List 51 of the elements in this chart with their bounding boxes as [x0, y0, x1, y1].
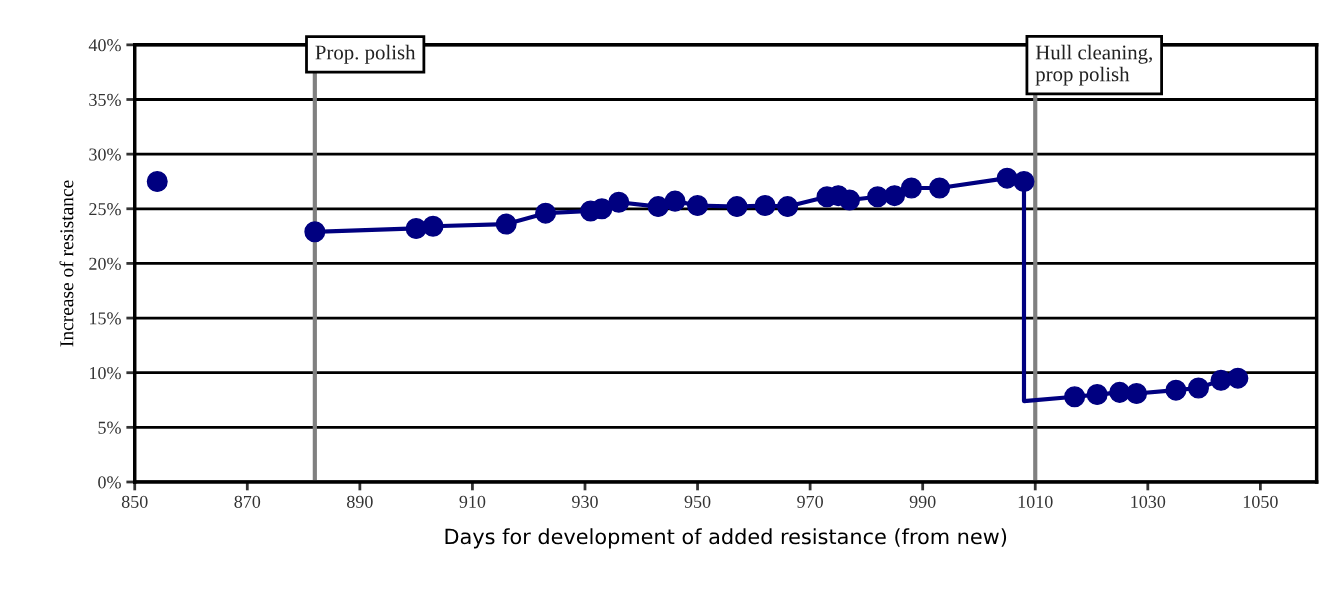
y-axis-title: Increase of resistance	[59, 180, 74, 347]
point	[1126, 382, 1148, 404]
point	[591, 198, 613, 220]
point	[996, 167, 1018, 189]
point	[1210, 369, 1232, 391]
point	[422, 215, 444, 237]
point	[1064, 386, 1086, 408]
point	[726, 196, 748, 218]
point	[304, 221, 326, 243]
x-tick-label: 1050	[1243, 495, 1278, 508]
y-tick-label: 15%	[90, 312, 121, 325]
point	[495, 213, 517, 235]
point	[687, 194, 709, 217]
x-tick-label: 850	[121, 495, 148, 508]
point	[608, 191, 630, 213]
y-tick-label: 25%	[89, 203, 121, 216]
x-tick-label: 950	[684, 495, 711, 508]
ref-line-label: Hull cleaning, prop polish	[1035, 44, 1152, 86]
ref-line-label: Prop. polish	[315, 44, 416, 64]
point	[777, 196, 799, 218]
y-tick-label: 20%	[89, 257, 121, 270]
point	[900, 177, 922, 199]
point	[535, 202, 557, 224]
y-tick-label: 30%	[89, 148, 121, 161]
x-tick-label: 970	[797, 495, 823, 508]
point	[1165, 379, 1187, 401]
x-axis-title: Days for development of added resistance (from new)	[445, 528, 1007, 549]
x-tick-label: 1030	[1131, 495, 1166, 508]
point	[754, 194, 776, 217]
y-tick-label: 0%	[98, 476, 121, 489]
x-tick-label: 990	[909, 495, 936, 508]
x-tick-label: 890	[347, 495, 373, 508]
point	[1086, 384, 1108, 406]
y-tick-label: 10%	[90, 366, 121, 380]
point	[1187, 377, 1209, 399]
y-tick-label: 35%	[89, 93, 121, 106]
x-tick-label: 1010	[1018, 495, 1053, 508]
x-tick-label: 930	[572, 495, 598, 508]
x-tick-label: 870	[234, 495, 261, 508]
y-tick-label: 5%	[98, 421, 121, 434]
point	[839, 189, 861, 211]
point	[884, 185, 906, 207]
x-tick-label: 910	[459, 495, 486, 508]
point	[1013, 170, 1035, 192]
point	[929, 177, 951, 199]
y-tick-label: 40%	[88, 39, 121, 52]
point	[146, 170, 168, 192]
point	[1227, 367, 1249, 389]
point	[664, 190, 686, 212]
point	[405, 217, 427, 239]
point	[647, 196, 669, 218]
